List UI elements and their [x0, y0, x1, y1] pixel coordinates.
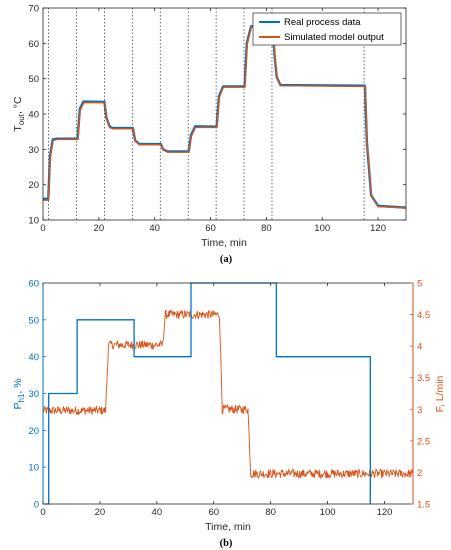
- chart-b: 0 20 40 60 80 100 120 0 10 20 30 40 50 60 1.5 2 2.5 3 3.…: [12, 279, 446, 550]
- left-y-tick-label: 40: [28, 352, 39, 363]
- left-y-tick-label: 0: [34, 500, 39, 511]
- y-tick-label: 20: [28, 180, 39, 191]
- x-tick-label: 120: [377, 507, 393, 518]
- right-y-tick-label: 5: [417, 279, 422, 290]
- chart-a-legend: Real process data Simulated model output: [252, 12, 402, 46]
- chart-b-left-label-main: P: [12, 403, 24, 410]
- chart-b-x-ticks: 0 20 40 60 80 100 120: [40, 283, 392, 518]
- x-tick-label: 20: [95, 507, 106, 518]
- chart-a-y-ticks: 10 20 30 40 50 60 70: [28, 4, 406, 227]
- x-tick-label: 80: [265, 507, 276, 518]
- y-tick-label: 30: [28, 145, 39, 156]
- y-tick-label: 70: [28, 4, 39, 15]
- chart-b-x-axis-label: Time, min: [205, 521, 251, 533]
- chart-b-plot-area: [43, 283, 413, 504]
- legend-box: [252, 12, 402, 46]
- x-tick-label: 100: [314, 223, 330, 234]
- x-tick-label: 40: [149, 223, 160, 234]
- chart-a-series-group: [43, 25, 407, 209]
- left-y-tick-label: 10: [28, 463, 39, 474]
- chart-a-x-ticks: 0 20 40 60 80 100 120: [40, 8, 386, 234]
- chart-a-y-label-unit: , °C: [12, 96, 24, 114]
- series-simulated-model-output: [43, 26, 407, 209]
- chart-b-right-y-axis-label: F, L/min: [434, 375, 446, 412]
- chart-a-caption: (a): [220, 254, 233, 265]
- right-y-tick-label: 4.5: [417, 310, 430, 321]
- x-tick-label: 0: [40, 507, 45, 518]
- right-y-tick-label: 3.5: [417, 373, 430, 384]
- right-y-tick-label: 3: [417, 405, 422, 416]
- legend-label-simulated: Simulated model output: [284, 32, 384, 43]
- chart-b-left-label-sub: h1: [17, 393, 26, 402]
- chart-b-left-label-unit: , %: [12, 378, 24, 393]
- x-tick-label: 0: [40, 223, 45, 234]
- left-y-tick-label: 20: [28, 426, 39, 437]
- chart-b-left-y-axis-label: Ph1, %: [12, 378, 26, 409]
- x-tick-label: 60: [208, 507, 219, 518]
- right-y-tick-label: 2.5: [417, 436, 430, 447]
- right-y-tick-label: 4: [417, 342, 422, 353]
- left-y-tick-label: 30: [28, 389, 39, 400]
- x-tick-label: 20: [94, 223, 105, 234]
- left-y-tick-label: 50: [28, 315, 39, 326]
- chart-b-left-y-ticks: 0 10 20 30 40 50 60: [28, 279, 46, 511]
- y-tick-label: 40: [28, 110, 39, 121]
- series-flow-rate: [42, 308, 414, 480]
- chart-a-y-label-sub: out: [17, 113, 26, 125]
- chart-a: 0 20 40 60 80 100 120 10 20 30 40 50 60 70 Time, min…: [12, 4, 407, 265]
- x-tick-label: 40: [152, 507, 163, 518]
- chart-a-y-axis-label: Tout, °C: [12, 96, 26, 132]
- chart-a-y-label-main: T: [12, 125, 24, 132]
- right-y-tick-label: 2: [417, 468, 422, 479]
- legend-label-real: Real process data: [284, 17, 361, 28]
- chart-b-series-group: [42, 282, 414, 505]
- x-tick-label: 120: [370, 223, 386, 234]
- y-tick-label: 50: [28, 74, 39, 85]
- x-tick-label: 100: [320, 507, 336, 518]
- y-tick-label: 10: [28, 216, 39, 227]
- chart-b-right-y-ticks: 1.5 2 2.5 3 3.5 4 4.5 5: [410, 279, 430, 511]
- chart-a-x-axis-label: Time, min: [201, 237, 247, 249]
- left-y-tick-label: 60: [28, 279, 39, 290]
- x-tick-label: 80: [261, 223, 272, 234]
- series-heater-power: [43, 282, 371, 505]
- y-tick-label: 60: [28, 39, 39, 50]
- x-tick-label: 60: [205, 223, 216, 234]
- right-y-tick-label: 1.5: [417, 500, 430, 511]
- chart-b-caption: (b): [220, 538, 233, 549]
